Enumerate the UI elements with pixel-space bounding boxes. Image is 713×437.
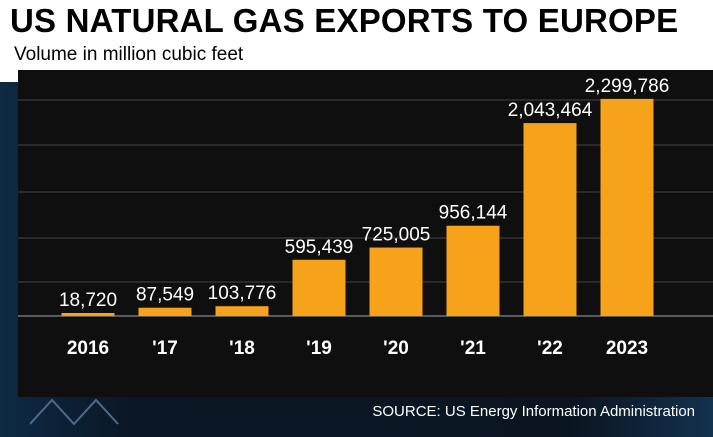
bar bbox=[215, 306, 269, 316]
x-tick-label: '20 bbox=[383, 338, 409, 359]
data-label: 2,043,464 bbox=[508, 100, 593, 121]
title-bar: US NATURAL GAS EXPORTS TO EUROPE Volume … bbox=[0, 0, 713, 82]
x-tick-label: '22 bbox=[537, 338, 563, 359]
bar bbox=[446, 225, 500, 316]
source-note: SOURCE: US Energy Information Administra… bbox=[372, 403, 695, 420]
x-tick-label: 2023 bbox=[606, 338, 648, 359]
bar bbox=[369, 247, 423, 316]
x-tick-label: 2016 bbox=[67, 338, 109, 359]
bar bbox=[138, 307, 192, 316]
data-label: 956,144 bbox=[439, 203, 508, 224]
bar bbox=[523, 123, 577, 316]
bar-chart: 18,720 2016 87,549 '17 103,776 '18 595,439 '19 7… bbox=[18, 76, 713, 359]
data-label: 595,439 bbox=[285, 237, 354, 258]
chart-subtitle: Volume in million cubic feet bbox=[14, 44, 244, 65]
data-label: 18,720 bbox=[59, 290, 117, 311]
bar bbox=[292, 259, 346, 316]
data-label: 725,005 bbox=[362, 225, 431, 246]
bar bbox=[61, 313, 115, 316]
x-tick-label: '18 bbox=[229, 338, 255, 359]
chart-title: US NATURAL GAS EXPORTS TO EUROPE bbox=[10, 2, 679, 39]
bar bbox=[600, 98, 654, 316]
data-label: 2,299,786 bbox=[585, 76, 670, 97]
x-tick-label: '21 bbox=[460, 338, 486, 359]
x-tick-label: '19 bbox=[306, 338, 332, 359]
data-label: 87,549 bbox=[136, 285, 194, 306]
x-tick-label: '17 bbox=[152, 338, 178, 359]
chart-panel: 18,720 2016 87,549 '17 103,776 '18 595,439 '19 7… bbox=[18, 70, 713, 397]
logo-chevron-icon bbox=[30, 398, 119, 426]
data-label: 103,776 bbox=[208, 283, 277, 304]
